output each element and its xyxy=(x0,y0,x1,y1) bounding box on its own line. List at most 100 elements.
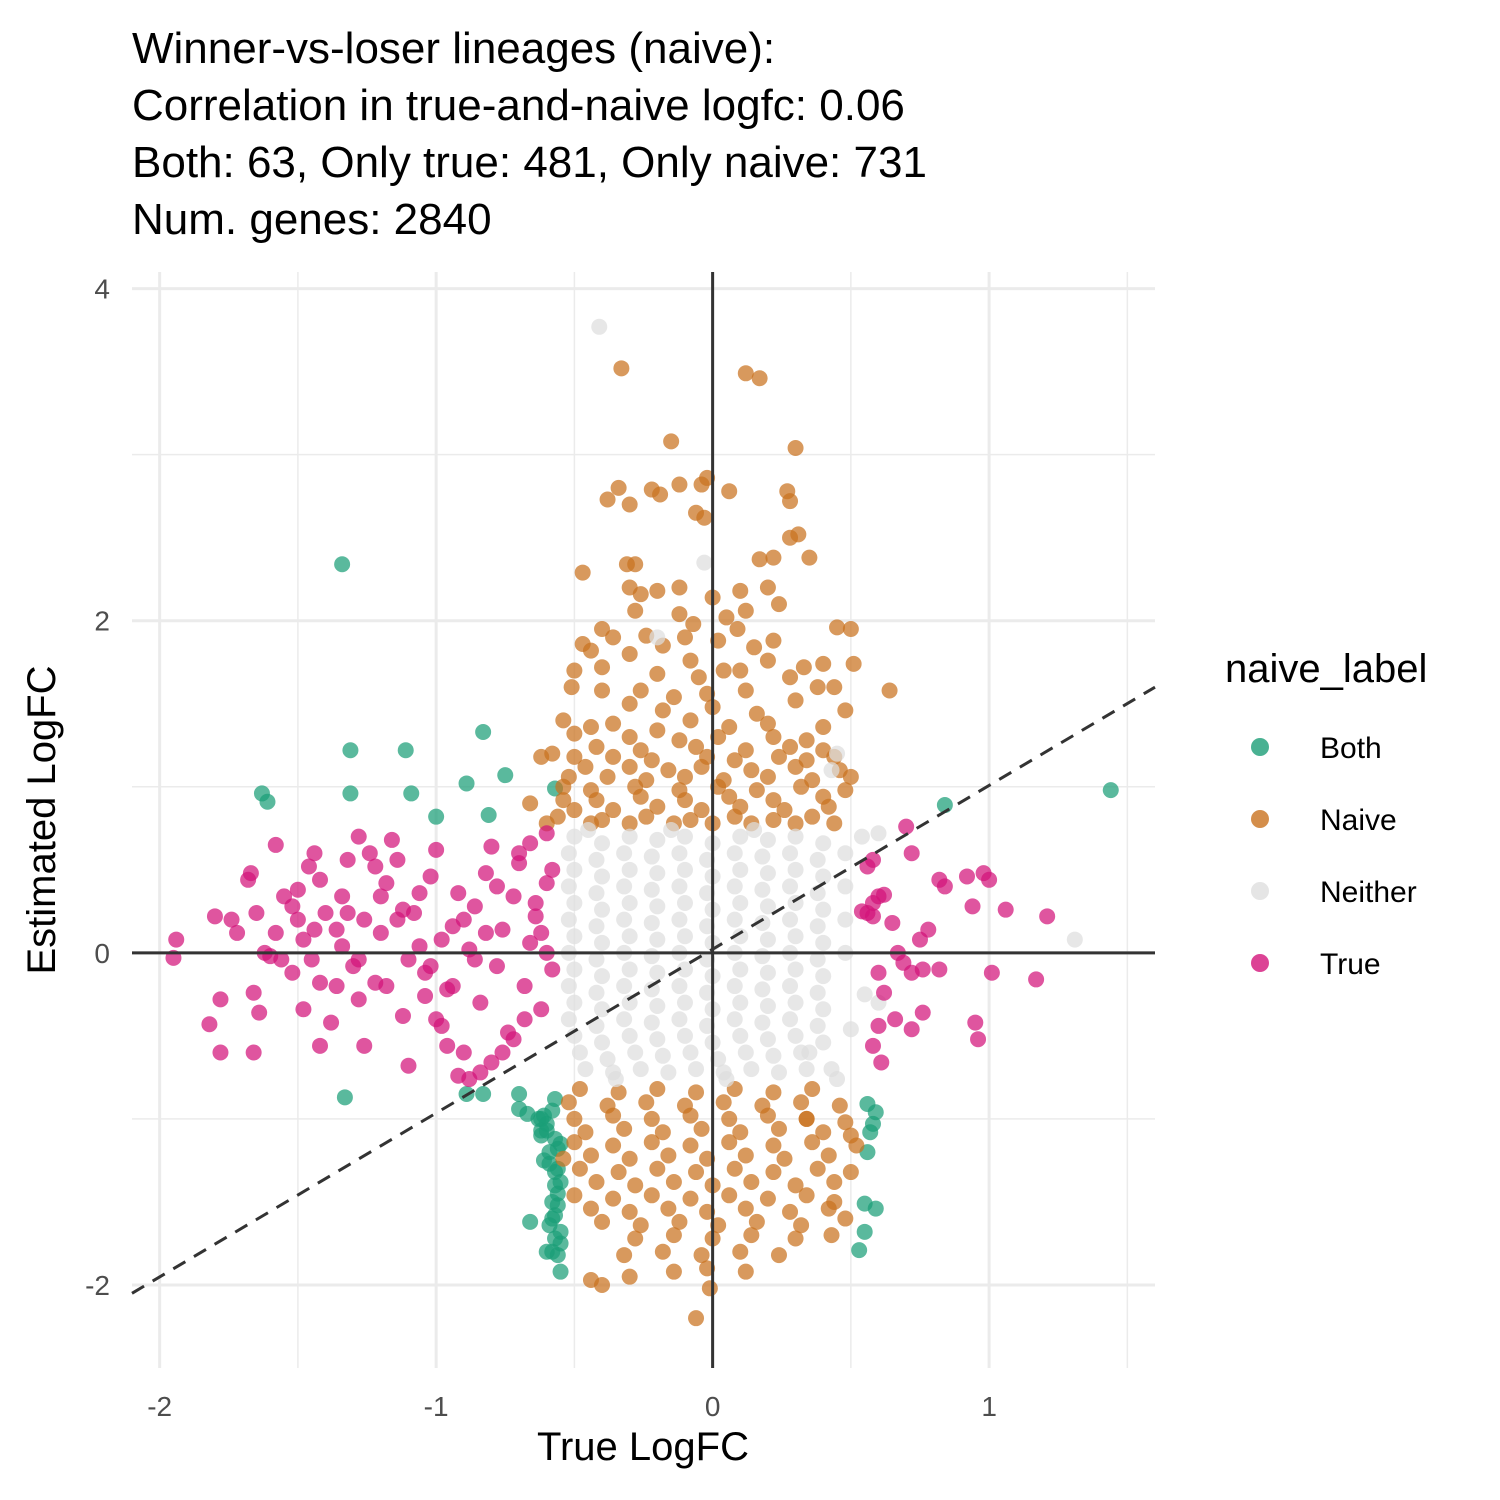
point-naive xyxy=(613,360,630,377)
point-naive xyxy=(732,1124,749,1141)
tick-labels: -2 -1 0 1 -2 0 2 4 xyxy=(85,274,997,1422)
point-neither xyxy=(627,1044,644,1061)
point-naive xyxy=(765,812,782,828)
point-true xyxy=(483,1054,500,1071)
point-neither xyxy=(754,981,771,998)
point-neither xyxy=(616,878,633,895)
point-naive xyxy=(577,758,594,775)
point-naive xyxy=(566,725,583,742)
point-naive xyxy=(737,365,754,382)
point-neither xyxy=(829,1071,846,1088)
point-naive xyxy=(759,1190,776,1207)
point-neither xyxy=(870,825,887,842)
point-naive xyxy=(594,1276,611,1293)
point-true xyxy=(983,964,1000,981)
point-neither xyxy=(643,981,660,998)
point-naive xyxy=(688,1164,705,1181)
point-true xyxy=(361,845,378,862)
point-naive xyxy=(787,815,804,832)
point-neither xyxy=(815,868,832,885)
point-true xyxy=(466,951,483,968)
point-neither xyxy=(588,885,605,902)
point-neither xyxy=(594,934,611,951)
point-naive xyxy=(566,748,583,765)
point-neither xyxy=(726,911,743,928)
point-naive xyxy=(765,728,782,745)
point-naive xyxy=(831,1097,848,1114)
point-true xyxy=(884,914,901,931)
point-neither xyxy=(699,918,716,935)
point-neither xyxy=(566,961,583,978)
point-naive xyxy=(660,1200,677,1217)
point-true xyxy=(477,865,494,882)
point-neither xyxy=(649,997,666,1014)
point-true xyxy=(267,836,284,853)
point-neither xyxy=(787,961,804,978)
point-naive xyxy=(743,1174,760,1191)
point-neither xyxy=(787,994,804,1011)
point-neither xyxy=(815,968,832,985)
point-naive xyxy=(671,732,688,749)
point-neither xyxy=(801,1044,818,1061)
point-naive xyxy=(566,662,583,679)
point-naive xyxy=(599,768,616,785)
point-true xyxy=(284,898,301,915)
point-true xyxy=(289,881,306,898)
point-true xyxy=(306,921,323,938)
point-both xyxy=(475,723,492,740)
point-naive xyxy=(798,732,815,749)
point-true xyxy=(350,951,367,968)
point-both xyxy=(544,1210,561,1227)
legend-label-neither: Neither xyxy=(1320,876,1417,909)
point-naive xyxy=(721,483,738,500)
point-true xyxy=(981,871,998,888)
point-true xyxy=(245,984,262,1001)
point-neither xyxy=(782,911,799,928)
point-naive xyxy=(605,1190,622,1207)
point-true xyxy=(527,895,544,912)
point-naive xyxy=(665,1263,682,1280)
point-naive xyxy=(710,728,727,745)
point-naive xyxy=(582,719,599,736)
point-neither xyxy=(809,984,826,1001)
legend-key-true xyxy=(1251,954,1269,972)
point-naive xyxy=(881,682,898,699)
point-naive xyxy=(842,1127,859,1144)
point-naive xyxy=(610,1084,627,1101)
point-true xyxy=(411,885,428,902)
point-naive xyxy=(688,738,705,755)
point-neither xyxy=(1066,931,1083,948)
point-naive xyxy=(688,1084,705,1101)
point-true xyxy=(400,951,417,968)
point-naive xyxy=(732,582,749,599)
point-naive xyxy=(577,1124,594,1141)
point-both xyxy=(522,1213,539,1230)
point-naive xyxy=(522,795,539,812)
point-true xyxy=(350,991,367,1008)
point-neither xyxy=(787,828,804,845)
point-naive xyxy=(842,768,859,785)
point-true xyxy=(411,938,428,955)
point-true xyxy=(242,865,259,882)
point-neither xyxy=(759,1031,776,1048)
point-neither xyxy=(782,878,799,895)
point-naive xyxy=(693,802,710,819)
point-both xyxy=(552,1263,569,1280)
point-true xyxy=(903,845,920,862)
point-neither xyxy=(815,835,832,852)
point-neither xyxy=(782,1011,799,1028)
point-both xyxy=(342,742,359,759)
point-naive xyxy=(737,1263,754,1280)
point-neither xyxy=(676,1027,693,1044)
point-naive xyxy=(765,1084,782,1101)
point-both xyxy=(552,1235,569,1252)
point-neither xyxy=(726,845,743,862)
point-naive xyxy=(621,728,638,745)
point-naive xyxy=(566,802,583,819)
point-true xyxy=(516,978,533,995)
point-neither xyxy=(588,984,605,1001)
point-neither xyxy=(649,931,666,948)
point-neither xyxy=(649,1031,666,1048)
point-naive xyxy=(842,621,859,638)
point-naive xyxy=(610,479,627,496)
